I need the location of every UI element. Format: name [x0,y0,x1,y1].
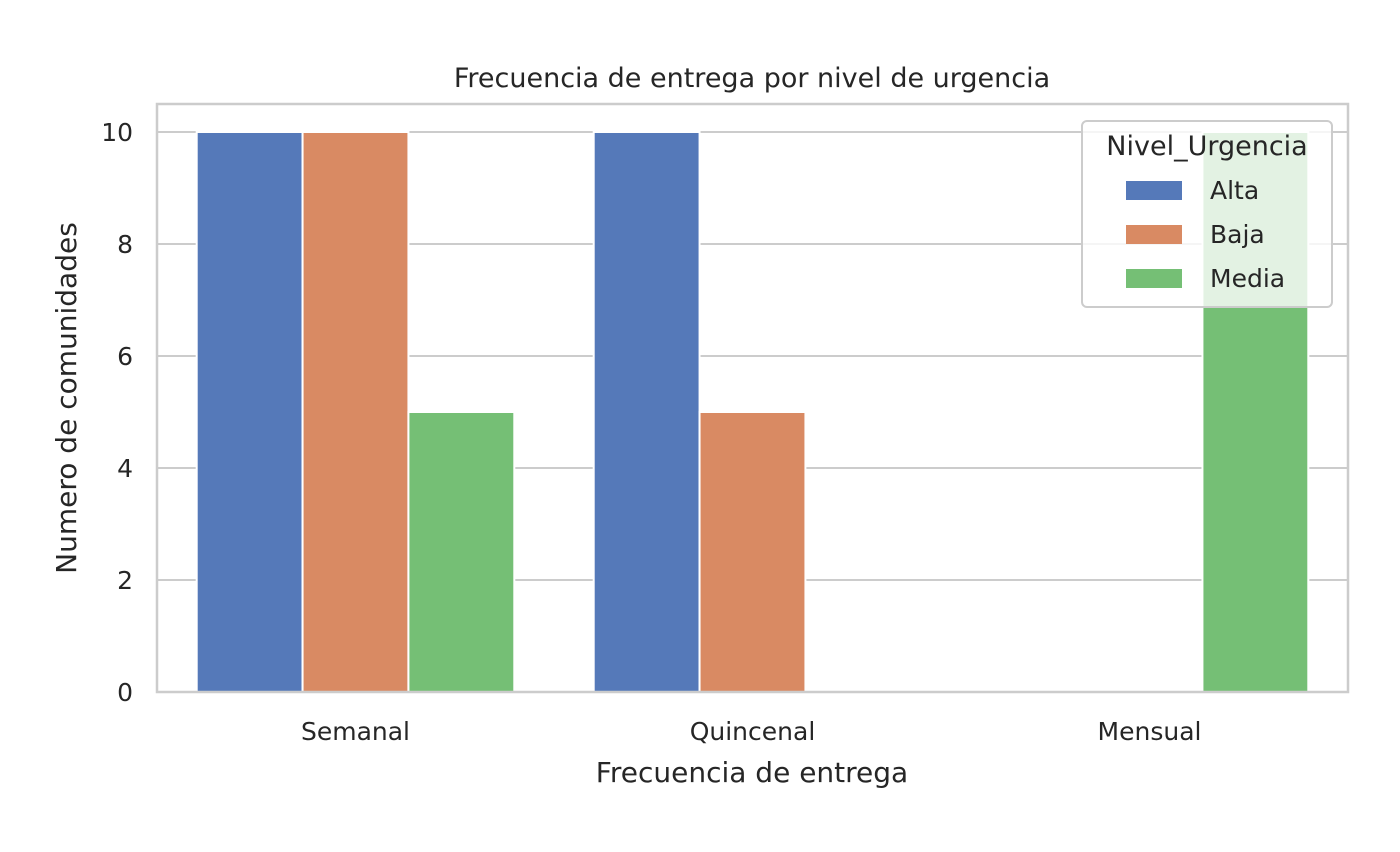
legend-items: Alta Baja Media [1126,176,1285,293]
legend-label-media: Media [1210,264,1285,293]
x-tick-labels: Semanal Quincenal Mensual [301,717,1201,746]
y-axis-label: Numero de comunidades [50,222,83,574]
legend-title: Nivel_Urgencia [1106,131,1307,162]
y-tick-labels: 0 2 4 6 8 10 [101,118,133,707]
legend-swatch-alta [1126,181,1182,200]
legend-label-baja: Baja [1210,220,1265,249]
y-tick-label: 6 [117,342,133,371]
bar-baja-semanal [301,131,410,693]
x-tick-label: Mensual [1098,717,1202,746]
bar-media-semanal [407,411,516,693]
bar-alta-semanal [195,131,304,693]
y-tick-label: 2 [117,566,133,595]
legend-swatch-baja [1126,225,1182,244]
legend: Nivel_Urgencia Alta Baja Media [1081,120,1333,308]
plot-frame [155,102,1350,694]
bar-alta-quincenal [592,131,701,693]
legend-box [1081,120,1333,308]
legend-swatch-media [1126,269,1182,288]
y-tick-label: 4 [117,454,133,483]
y-tick-label: 0 [117,678,133,707]
x-axis-label: Frecuencia de entrega [596,756,908,789]
bar-baja-quincenal [698,411,807,693]
legend-label-alta: Alta [1210,176,1259,205]
chart-title: Frecuencia de entrega por nivel de urgen… [454,63,1050,94]
y-tick-label: 10 [101,118,133,147]
x-tick-label: Quincenal [690,717,816,746]
x-tick-label: Semanal [301,717,410,746]
y-tick-label: 8 [117,230,133,259]
